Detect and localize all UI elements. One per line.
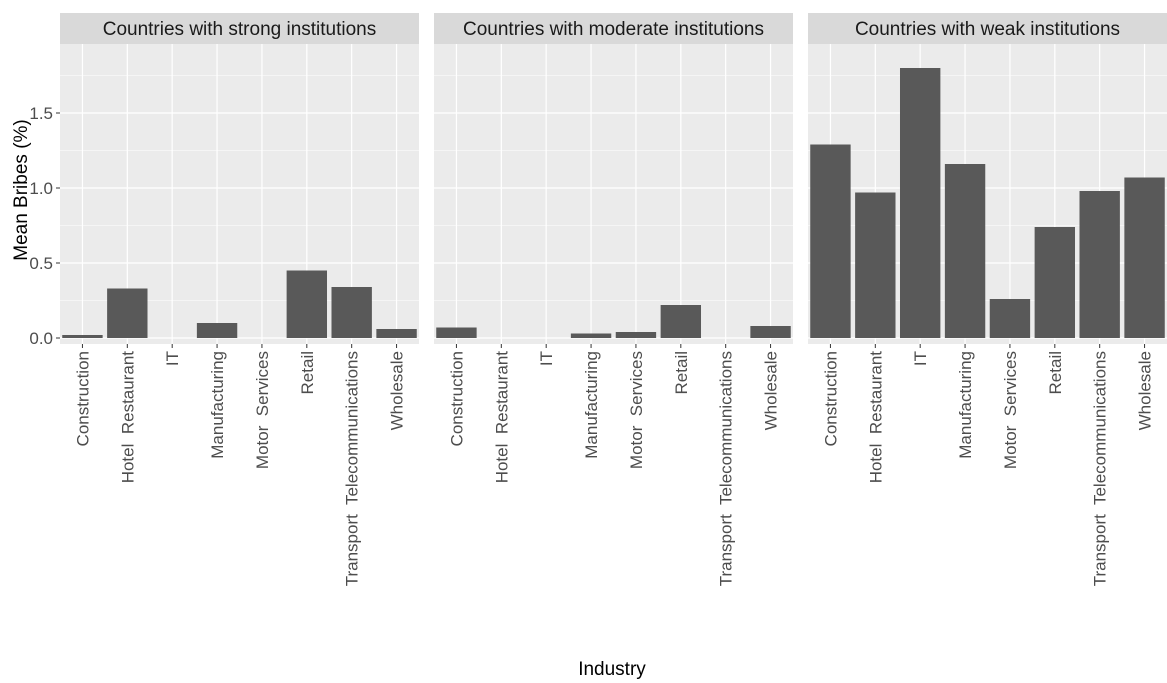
x-axis-title: Industry: [578, 659, 646, 680]
facet-panel: Countries with strong institutions Constr…: [60, 13, 419, 586]
bar: [436, 327, 477, 338]
x-tick-label: Motor Services: [627, 351, 646, 469]
x-tick-label: Transport Telecommunications: [1091, 351, 1110, 586]
x-tick-label: Retail: [1046, 351, 1065, 394]
x-tick-label: IT: [163, 351, 182, 366]
y-tick-label: 1.0: [29, 179, 53, 198]
facet-strip: [60, 13, 419, 44]
y-tick-label: 1.5: [29, 104, 53, 123]
x-tick-label: Retail: [672, 351, 691, 394]
x-tick-label: Construction: [447, 351, 466, 446]
bar: [107, 288, 148, 338]
bar: [810, 144, 851, 338]
y-tick-label: 0.0: [29, 329, 53, 348]
panels: Countries with strong institutions Constr…: [60, 13, 1167, 586]
bar: [570, 333, 612, 338]
y-axis-title: Mean Bribes (%): [11, 119, 32, 261]
bar: [196, 323, 238, 338]
x-tick-label: Hotel Restaurant: [866, 351, 885, 484]
x-tick-label: Retail: [298, 351, 317, 394]
x-tick-label: Motor Services: [253, 351, 272, 469]
x-tick-label: Manufacturing: [208, 351, 227, 459]
bar: [331, 287, 372, 338]
bar: [1079, 191, 1120, 338]
x-tick-label: Wholesale: [762, 351, 781, 430]
bar: [62, 335, 103, 338]
x-tick-label: Transport Telecommunications: [343, 351, 362, 586]
x-tick-label: Wholesale: [388, 351, 407, 430]
x-tick-label: IT: [537, 351, 556, 366]
bar: [750, 326, 791, 338]
facet-panel: Countries with moderate institutions Cons…: [434, 13, 793, 586]
x-tick-label: Construction: [821, 351, 840, 446]
bar: [660, 305, 702, 338]
y-axis: 0.0 0.5 1.0 1.5: [29, 104, 60, 348]
x-tick-label: IT: [911, 351, 930, 366]
facet-strip: [434, 13, 793, 44]
x-tick-label: Transport Telecommunications: [717, 351, 736, 586]
bar: [1124, 177, 1165, 338]
bar: [376, 329, 417, 338]
facet-title: Countries with strong institutions: [103, 19, 377, 40]
bar: [899, 68, 941, 338]
x-tick-label: Manufacturing: [582, 351, 601, 459]
facet-panel: Countries with weak institutions Construc…: [808, 13, 1167, 586]
bar: [944, 164, 986, 338]
x-tick-label: Hotel Restaurant: [118, 351, 137, 484]
x-tick-label: Hotel Restaurant: [492, 351, 511, 484]
bar: [615, 332, 657, 338]
x-tick-label: Manufacturing: [956, 351, 975, 459]
x-tick-label: Construction: [73, 351, 92, 446]
facet-title: Countries with weak institutions: [855, 19, 1120, 40]
bar: [1034, 227, 1076, 338]
bar: [286, 270, 328, 338]
x-tick-label: Wholesale: [1136, 351, 1155, 430]
panel-background: [434, 44, 793, 344]
facet-title: Countries with moderate institutions: [463, 19, 764, 40]
x-tick-label: Motor Services: [1001, 351, 1020, 469]
facet-strip: [808, 13, 1167, 44]
y-tick-label: 0.5: [29, 254, 53, 273]
bar: [855, 192, 896, 338]
bar: [989, 299, 1031, 338]
